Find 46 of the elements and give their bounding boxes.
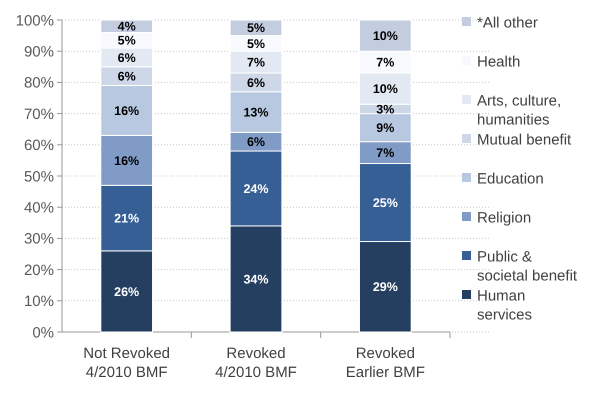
data-label: 7%: [246, 55, 266, 70]
x-tick-label: Revoked 4/2010 BMF: [215, 345, 297, 381]
data-label: 26%: [114, 284, 140, 299]
y-tick-label: 50%: [24, 168, 54, 186]
data-label: 16%: [114, 104, 140, 118]
y-tick-label: 40%: [24, 199, 54, 216]
data-label: 5%: [246, 21, 266, 36]
data-label: 9%: [376, 121, 394, 136]
data-label: 34%: [243, 272, 269, 286]
legend-label: Education: [477, 170, 544, 188]
y-tick-label: 0%: [32, 324, 54, 342]
y-tick-label: 70%: [24, 106, 54, 123]
data-label: 25%: [372, 196, 398, 210]
data-label: 5%: [118, 34, 136, 48]
legend-label: Religion: [477, 209, 532, 226]
y-tick-label: 100%: [16, 12, 54, 30]
x-tick-label: Revoked Earlier BMF: [346, 345, 425, 381]
legend-label: Human services: [477, 287, 532, 324]
legend-label: Health: [477, 53, 520, 70]
data-label: 10%: [372, 82, 398, 96]
y-tick-label: 30%: [24, 230, 54, 248]
y-tick-label: 80%: [24, 74, 54, 92]
data-label: 5%: [246, 36, 266, 51]
data-label: 6%: [246, 135, 266, 150]
data-label: 13%: [243, 105, 269, 120]
legend-label: Public & societal benefit: [477, 248, 578, 284]
x-tick-label: Not Revoked 4/2010 BMF: [83, 345, 170, 381]
data-label: 21%: [114, 211, 140, 226]
data-label: 16%: [114, 154, 140, 168]
data-label: 4%: [118, 20, 136, 34]
data-label: 6%: [118, 70, 136, 84]
y-tick-label: 90%: [24, 43, 54, 60]
data-label: 6%: [118, 50, 136, 65]
legend-label: Mutual benefit: [477, 131, 572, 148]
data-label: 3%: [376, 102, 394, 116]
data-label: 29%: [372, 280, 398, 294]
data-label: 6%: [246, 76, 266, 90]
y-tick-label: 20%: [24, 262, 54, 279]
y-tick-label: 10%: [24, 293, 54, 310]
data-label: 7%: [376, 55, 394, 70]
data-label: 7%: [376, 146, 394, 160]
legend-label: Arts, culture, humanities: [477, 92, 562, 128]
legend-label: *All other: [477, 14, 538, 32]
data-label: 10%: [372, 28, 398, 43]
y-tick-label: 60%: [24, 137, 54, 154]
data-label: 24%: [243, 182, 269, 196]
